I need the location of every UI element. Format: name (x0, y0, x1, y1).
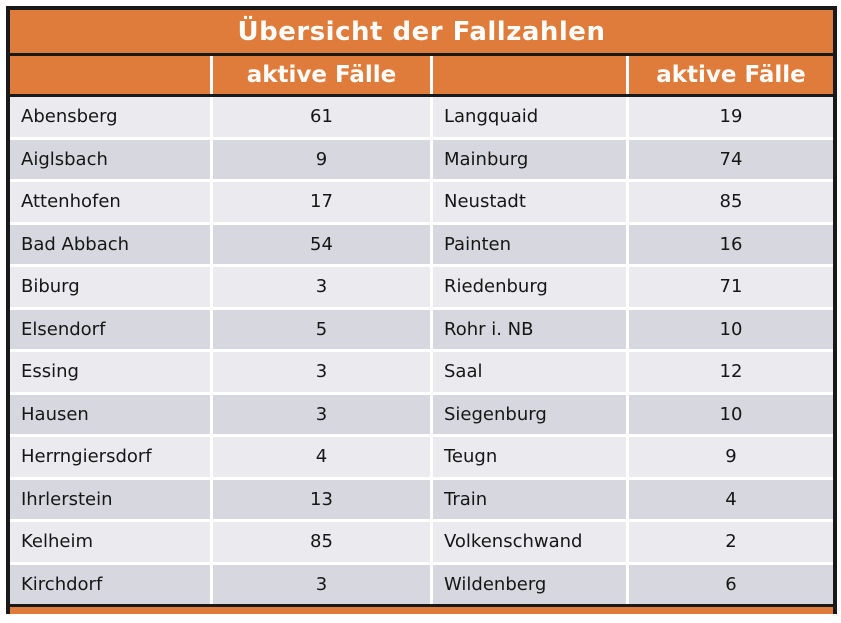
case-count-cell: 16 (629, 224, 833, 264)
municipality-name-cell: Herrngiersdorf (10, 437, 210, 477)
table-body: Abensberg 61 Langquaid 19 Aiglsbach 9 Mainburg… (10, 97, 833, 604)
case-count-cell: 74 (629, 139, 833, 179)
case-count-cell: 3 (213, 267, 430, 307)
case-count-cell: 3 (213, 352, 430, 392)
case-count-cell: 2 (629, 522, 833, 562)
municipality-name-cell: Saal (433, 352, 626, 392)
case-count-cell: 85 (213, 522, 430, 562)
header-cell-active-cases-left: aktive Fälle (213, 56, 430, 94)
municipality-name-cell: Elsendorf (10, 309, 210, 349)
case-count-cell: 85 (629, 182, 833, 222)
municipality-name-cell: Painten (433, 224, 626, 264)
case-count-cell: 9 (213, 139, 430, 179)
municipality-name-cell: Mainburg (433, 139, 626, 179)
case-count-cell: 4 (629, 479, 833, 519)
case-numbers-table: Übersicht der Fallzahlen aktive Fälle ak… (6, 6, 837, 614)
case-count-cell: 5 (213, 309, 430, 349)
municipality-name-cell: Langquaid (433, 97, 626, 137)
case-count-cell: 19 (629, 97, 833, 137)
municipality-name-cell: Train (433, 479, 626, 519)
case-count-cell: 10 (629, 309, 833, 349)
case-count-cell: 71 (629, 267, 833, 307)
case-count-cell: 10 (629, 394, 833, 434)
case-count-cell: 4 (213, 437, 430, 477)
municipality-name-cell: Aiglsbach (10, 139, 210, 179)
case-count-cell: 54 (213, 224, 430, 264)
municipality-name-cell: Essing (10, 352, 210, 392)
municipality-name-cell: Abensberg (10, 97, 210, 137)
municipality-name-cell: Attenhofen (10, 182, 210, 222)
municipality-name-cell: Kelheim (10, 522, 210, 562)
next-section-strip (10, 604, 833, 614)
header-cell-empty-right (433, 56, 626, 94)
case-count-cell: 9 (629, 437, 833, 477)
municipality-name-cell: Riedenburg (433, 267, 626, 307)
table-header-row: aktive Fälle aktive Fälle (10, 56, 833, 97)
header-cell-active-cases-right: aktive Fälle (629, 56, 833, 94)
municipality-name-cell: Kirchdorf (10, 564, 210, 604)
municipality-name-cell: Volkenschwand (433, 522, 626, 562)
municipality-name-cell: Wildenberg (433, 564, 626, 604)
case-count-cell: 17 (213, 182, 430, 222)
municipality-name-cell: Biburg (10, 267, 210, 307)
case-count-cell: 13 (213, 479, 430, 519)
header-cell-empty-left (10, 56, 210, 94)
municipality-name-cell: Rohr i. NB (433, 309, 626, 349)
case-count-cell: 3 (213, 394, 430, 434)
case-count-cell: 12 (629, 352, 833, 392)
municipality-name-cell: Neustadt (433, 182, 626, 222)
table-title: Übersicht der Fallzahlen (10, 10, 833, 56)
municipality-name-cell: Ihrlerstein (10, 479, 210, 519)
municipality-name-cell: Teugn (433, 437, 626, 477)
case-count-cell: 6 (629, 564, 833, 604)
case-count-cell: 61 (213, 97, 430, 137)
municipality-name-cell: Hausen (10, 394, 210, 434)
municipality-name-cell: Siegenburg (433, 394, 626, 434)
case-count-cell: 3 (213, 564, 430, 604)
municipality-name-cell: Bad Abbach (10, 224, 210, 264)
